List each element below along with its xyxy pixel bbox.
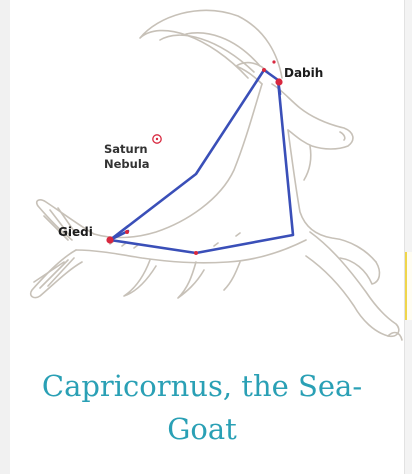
side-tab[interactable] — [405, 252, 412, 320]
caption-line-1[interactable]: Capricornus, the Sea- — [41, 369, 363, 403]
constellation-stars — [106, 60, 283, 255]
capricornus-illustration: Dabih Giedi Saturn Nebula — [29, 9, 403, 341]
saturn-nebula-marker — [152, 134, 162, 144]
label-giedi: Giedi — [58, 225, 93, 239]
label-nebula-line2: Nebula — [104, 157, 150, 171]
sea-goat-outline — [29, 9, 403, 341]
star-belly — [194, 251, 198, 255]
star-dabih — [275, 78, 283, 86]
label-dabih: Dabih — [284, 66, 323, 80]
star-upper-horn — [262, 68, 266, 72]
star-tail — [125, 230, 129, 234]
caption-line-2[interactable]: Goat — [167, 412, 237, 446]
saturn-nebula-core — [155, 137, 159, 141]
card-left-edge — [0, 0, 10, 474]
label-nebula-line1: Saturn — [104, 142, 148, 156]
star-giedi — [106, 236, 114, 244]
caption-link[interactable]: Capricornus, the Sea- Goat — [0, 365, 404, 451]
star-neck — [272, 60, 276, 64]
